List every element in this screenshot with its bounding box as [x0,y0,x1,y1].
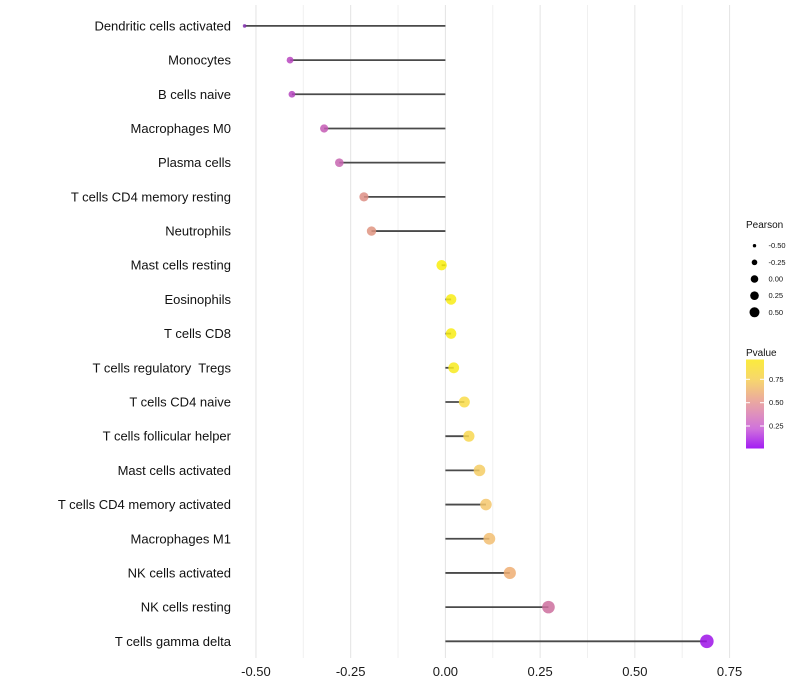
y-axis-label: Monocytes [168,53,231,68]
pearson-legend-value: 0.25 [769,291,784,300]
pvalue-legend-title: Pvalue [746,348,777,359]
x-axis-tick-label: 0.75 [717,664,742,679]
pearson-legend-value: 0.50 [769,308,784,317]
lollipop-dot [458,396,470,408]
pearson-size-legend: Pearson -0.50 -0.25 0.00 0.25 0.50 [746,220,786,318]
y-axis-label: T cells CD4 memory resting [71,189,231,204]
x-axis-tick-labels: -0.50 -0.25 0.00 0.25 0.50 0.75 [241,664,742,679]
pvalue-legend-value: 0.75 [769,375,784,384]
lollipop-dot [320,124,329,133]
pvalue-gradient-ticks: 0.75 0.50 0.25 [746,375,784,431]
lollipop-dot [473,464,486,477]
y-axis-label: Neutrophils [165,224,231,239]
pvalue-gradient-bar [746,359,764,449]
y-axis-label: T cells CD8 [164,326,231,341]
lollipop-dot [503,566,516,580]
gridlines [255,5,731,658]
y-axis-label: Mast cells activated [118,463,231,478]
y-axis-label: T cells CD4 naive [129,394,231,409]
x-axis-tick-label: -0.50 [241,664,271,679]
lollipop-dot [366,226,377,236]
y-axis-label: NK cells activated [128,565,231,580]
pearson-legend-title: Pearson [746,220,783,231]
pvalue-color-legend: Pvalue 0.75 0.50 0.25 [746,348,784,449]
y-axis-label: B cells naive [158,87,231,102]
lollipop-dot [483,532,496,545]
y-axis-label: NK cells resting [141,600,231,615]
y-axis-label: Macrophages M0 [131,121,231,136]
y-axis-label: T cells follicular helper [103,429,232,444]
y-axis-label: Plasma cells [158,155,231,170]
pearson-legend-dot [752,244,757,248]
x-axis-tick-label: 0.00 [433,664,458,679]
lollipop-dot [242,24,247,28]
lollipop-dots [242,24,714,649]
y-axis-label: T cells CD4 memory activated [58,497,231,512]
x-axis-tick-label: 0.25 [527,664,552,679]
pearson-legend-value: 0.00 [769,275,784,284]
pearson-legend-value: -0.25 [769,258,786,267]
pearson-legend-dot [750,275,759,283]
pearson-legend-dot [751,259,758,266]
lollipop-dot [335,158,344,167]
lollipop-dot [359,192,369,202]
pearson-legend-dot [750,291,759,300]
lollipop-dot [288,90,296,98]
lollipop-dot [286,56,294,64]
lollipop-dot [463,430,475,442]
y-axis-label: Mast cells resting [131,258,231,273]
lollipop-dot [445,328,457,339]
lollipop-stems [244,24,707,643]
lollipop-dot [436,260,447,271]
lollipop-dot [480,498,492,511]
pearson-legend-value: -0.50 [769,241,786,250]
x-axis-tick-label: -0.25 [336,664,366,679]
y-axis-label: T cells gamma delta [115,634,232,649]
x-axis-tick-label: 0.50 [622,664,647,679]
lollipop-dot [542,600,555,614]
y-axis-labels: Dendritic cells activated Monocytes B cell… [58,18,232,648]
y-axis-label: Dendritic cells activated [94,18,231,33]
pvalue-legend-value: 0.25 [769,422,784,431]
y-axis-label: Macrophages M1 [131,531,231,546]
pearson-legend-dot [749,307,760,318]
y-axis-label: T cells regulatory Tregs [93,360,232,375]
lollipop-dot [700,634,714,649]
lollipop-dot [445,294,457,305]
y-axis-label: Eosinophils [165,292,232,307]
pvalue-legend-value: 0.50 [769,398,784,407]
lollipop-dot [448,362,460,374]
